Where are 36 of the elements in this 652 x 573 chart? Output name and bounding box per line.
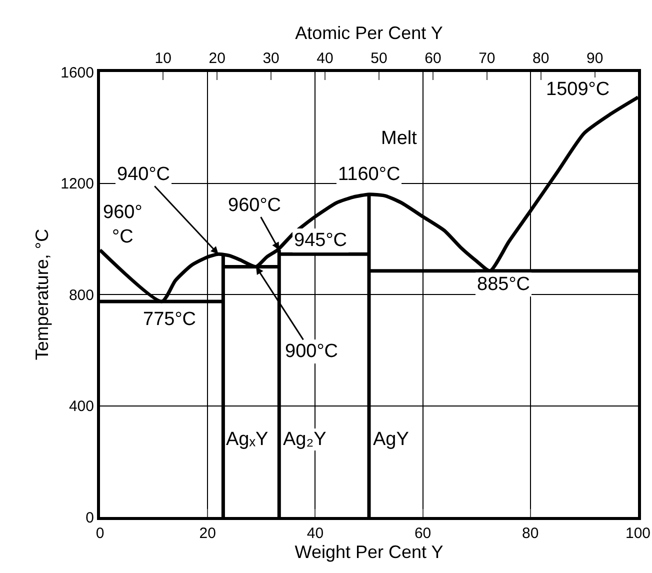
y-tick-label: 1200 [60, 176, 94, 192]
annotation: 940°C [117, 164, 170, 185]
x2-tick-label: 30 [262, 50, 280, 67]
x-tick-label: 40 [306, 525, 324, 542]
x2-tick-label: 70 [478, 50, 496, 67]
annotation: 1160°C [338, 164, 400, 185]
x2-tick-label: 10 [154, 50, 172, 67]
annotation: 945°C [294, 230, 348, 251]
annotation: 775°C [143, 309, 196, 330]
x2-axis-title: Atomic Per Cent Y [295, 23, 443, 44]
y-tick-label: 800 [68, 286, 94, 304]
annotation: 960° °C [103, 202, 142, 248]
x2-tick-label: 80 [532, 50, 550, 67]
annotation: Ag₂Y [283, 429, 327, 450]
x-tick-label: 100 [625, 525, 651, 542]
x2-tick-label: 50 [370, 50, 388, 67]
x2-tick-label: 90 [586, 50, 604, 67]
x2-tick-label: 40 [316, 50, 334, 67]
y-tick-label: 400 [68, 398, 94, 415]
x-tick-label: 20 [199, 525, 216, 542]
annotation: AgY [373, 429, 410, 450]
x2-tick-label: 20 [208, 50, 226, 67]
x-tick-label: 80 [522, 525, 539, 542]
annotation: Melt [381, 128, 418, 149]
annotation: 1509°C [546, 79, 610, 100]
annotation: 960°C [228, 195, 282, 216]
x-tick-label: 0 [96, 525, 104, 542]
x-tick-label: 60 [414, 525, 432, 542]
annotation: 900°C [285, 341, 338, 362]
annotation: AgₓY [226, 429, 268, 450]
y-axis-title: Temperature, °C [32, 228, 52, 360]
x-axis-title: Weight Per Cent Y [294, 542, 444, 562]
y-tick-label: 0 [86, 509, 94, 526]
annotation: 885°C [477, 274, 530, 295]
y-tick-label: 1600 [60, 64, 94, 82]
x2-tick-label: 60 [424, 50, 442, 67]
